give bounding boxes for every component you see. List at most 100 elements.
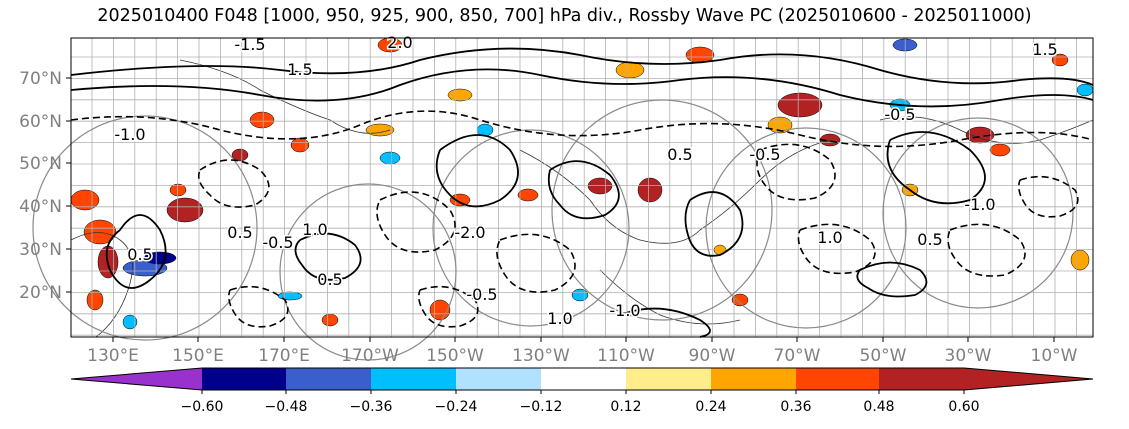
divergence-patch — [1076, 83, 1094, 97]
lat-tick-label: 40°N — [19, 197, 62, 217]
lat-tick-label: 50°N — [19, 154, 62, 174]
colorbar: −0.60 −0.48 −0.36 −0.24 −0.12 0.12 0.24 0.36 0.4… — [70, 367, 1094, 415]
negative-contour — [197, 159, 270, 208]
contour-value-label: -2.0 — [454, 223, 485, 242]
colorbar-band — [371, 368, 456, 390]
lon-tick-label: 170°W — [341, 346, 399, 366]
lat-tick-label: 20°N — [19, 283, 62, 303]
contour-value-label: 1.5 — [1032, 40, 1057, 59]
positive-contour — [294, 232, 362, 281]
colorbar-tick-label: −0.48 — [265, 399, 308, 415]
positive-contour — [684, 191, 744, 257]
divergence-patch — [166, 197, 204, 223]
colorbar-band — [626, 368, 711, 390]
colorbar-tick-label: 0.36 — [780, 399, 811, 415]
divergence-patch — [571, 288, 589, 302]
colorbar-tick-label: 0.48 — [863, 399, 894, 415]
range-circle — [705, 127, 907, 329]
divergence-patch — [249, 111, 275, 129]
negative-contour — [228, 285, 289, 328]
colorbar-band — [202, 368, 286, 390]
contour-value-label: -0.5 — [262, 233, 293, 252]
colorbar-extend-low — [71, 368, 202, 390]
contour-value-label: 0.5 — [917, 230, 942, 249]
divergence-patch — [989, 143, 1011, 157]
coastline — [179, 59, 391, 134]
divergence-patch — [615, 61, 645, 79]
lon-tick-label: 10°W — [1031, 346, 1078, 366]
contour-value-label: -0.5 — [749, 145, 780, 164]
colorbar-band — [286, 368, 371, 390]
lat-tick-label: 70°N — [19, 69, 62, 89]
divergence-patch — [122, 314, 138, 330]
lat-tick-label: 60°N — [19, 112, 62, 132]
contour-value-label: -1.0 — [114, 125, 145, 144]
divergence-patch — [321, 313, 339, 327]
coastline — [519, 139, 831, 244]
colorbar-tick-label: 0.12 — [610, 399, 641, 415]
lon-tick-label: 70°W — [774, 346, 821, 366]
lon-tick-label: 150°W — [426, 346, 484, 366]
lon-tick-label: 30°W — [945, 346, 992, 366]
divergence-patch — [587, 177, 613, 195]
contour-value-label: -0.5 — [884, 105, 915, 124]
colorbar-tick-label: 0.24 — [695, 399, 726, 415]
negative-contour — [376, 191, 456, 253]
graticule-layer — [71, 38, 1093, 337]
contour-value-label: -1.0 — [964, 195, 995, 214]
range-circle — [279, 183, 457, 361]
range-circle-layer — [32, 99, 1074, 361]
positive-contour — [547, 160, 620, 220]
divergence-patch — [1070, 249, 1090, 271]
colorbar-band — [541, 368, 626, 390]
lon-tick-label: 110°W — [597, 346, 655, 366]
positive-contour — [886, 131, 986, 205]
divergence-patch — [379, 151, 401, 165]
contour-value-label: 0.5 — [127, 245, 152, 264]
divergence-patch — [447, 88, 473, 102]
coastline — [879, 116, 1094, 144]
negative-contour — [418, 285, 479, 328]
contour-value-label: 0.5 — [667, 145, 692, 164]
colorbar-band — [456, 368, 541, 390]
negative-contour — [756, 143, 836, 201]
colorbar-tick-label: −0.36 — [350, 399, 393, 415]
divergence-patch — [86, 289, 104, 311]
lon-tick-label: 150°E — [172, 346, 224, 366]
negative-contour — [797, 223, 876, 275]
rossby-wave-contour-layer — [70, 47, 1094, 338]
longitude-axis: 130°E 150°E 170°E 170°W 150°W 130°W 110°W 90°W 7… — [87, 337, 1078, 366]
contour-value-label: 0.5 — [317, 270, 342, 289]
map-frame — [70, 37, 1094, 338]
lon-tick-label: 170°E — [258, 346, 310, 366]
colorbar-band — [796, 368, 879, 390]
contour-label-layer: 0.5 -0.5 1.0 -1.0 1.5 -1.5 2.0 -2.0 0.5 -0.5 1.0 -1… — [113, 32, 1059, 330]
range-circle — [882, 117, 1074, 309]
lon-tick-label: 50°W — [860, 346, 907, 366]
divergence-patch — [637, 177, 663, 203]
colorbar-tick-label: 0.60 — [948, 399, 979, 415]
lon-tick-label: 130°E — [87, 346, 139, 366]
contour-value-label: 1.5 — [287, 60, 312, 79]
colorbar-tick-label: −0.24 — [435, 399, 478, 415]
negative-contour — [1018, 175, 1079, 218]
coastline — [70, 232, 133, 338]
contour-value-label: -1.0 — [609, 301, 640, 320]
divergence-patch — [777, 92, 823, 118]
contour-value-label: 1.0 — [547, 309, 572, 328]
positive-contour — [105, 214, 167, 289]
divergence-patch — [731, 293, 749, 307]
map-title: 2025010400 F048 [1000, 950, 925, 900, 85… — [97, 6, 1032, 26]
range-circle — [432, 129, 630, 327]
positive-contour — [619, 307, 711, 338]
lon-tick-label: 90°W — [689, 346, 736, 366]
colorbar-band — [711, 368, 796, 390]
negative-contour — [70, 110, 1094, 148]
lat-tick-label: 30°N — [19, 240, 62, 260]
contour-value-label: -0.5 — [466, 285, 497, 304]
range-circle — [32, 115, 258, 341]
positive-contour — [70, 68, 1094, 108]
contour-value-label: -1.5 — [234, 35, 265, 54]
divergence-patch — [277, 291, 303, 301]
